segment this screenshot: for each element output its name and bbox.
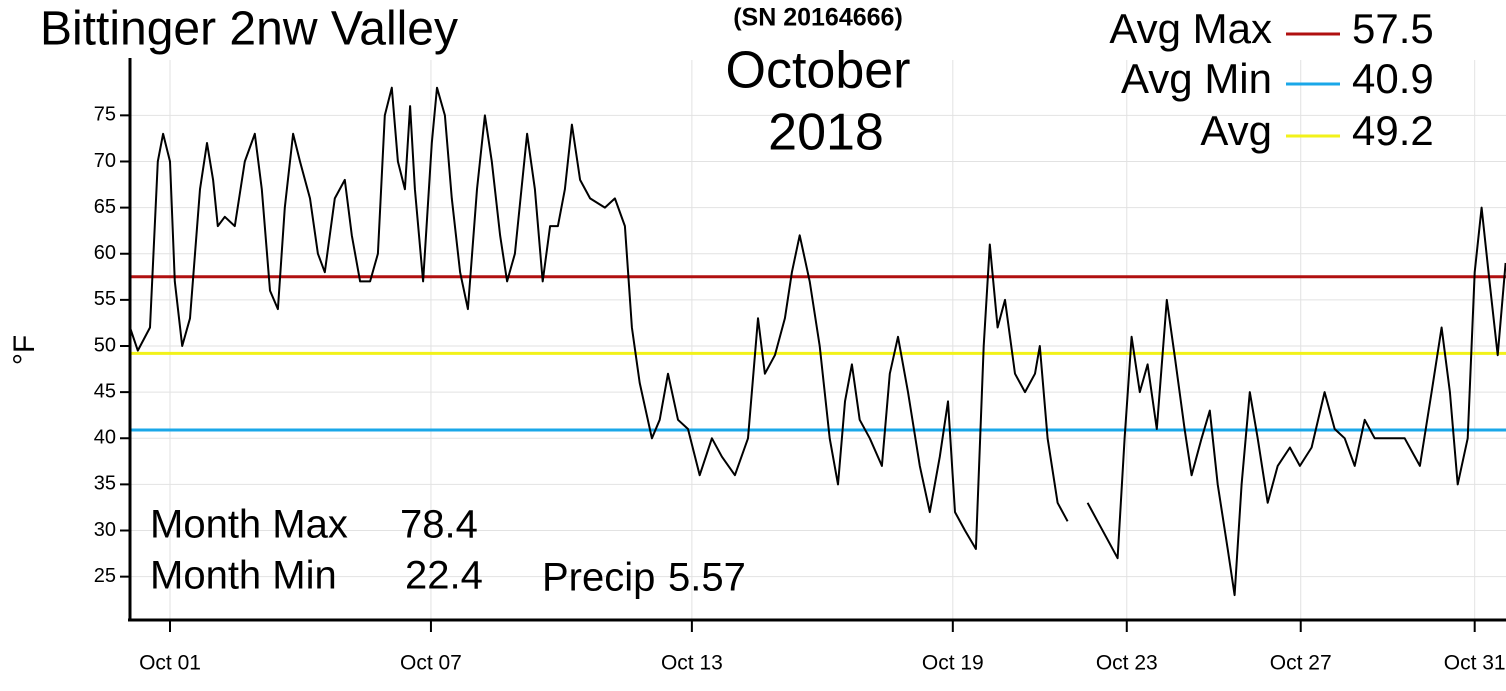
x-tick-label: Oct 01 (139, 652, 201, 675)
x-tick-label: Oct 23 (1096, 652, 1158, 675)
legend-value: 57.5 (1352, 5, 1434, 52)
y-tick-label: 55 (94, 288, 116, 310)
plot (129, 86, 1506, 597)
month-label: October (726, 42, 911, 100)
legend-value: 49.2 (1352, 107, 1434, 154)
legend-label: Avg (1200, 107, 1272, 154)
x-tick-label: Oct 27 (1270, 652, 1332, 675)
chart-subtitle: (SN 20164666) (733, 4, 903, 32)
x-tick-label: Oct 13 (661, 652, 723, 675)
data-line (129, 86, 1506, 597)
x-tick-label: Oct 19 (922, 652, 984, 675)
y-tick-label: 40 (94, 427, 116, 449)
year-label: 2018 (768, 104, 884, 162)
y-tick-label: 45 (94, 380, 116, 402)
y-tick-label: 30 (94, 519, 116, 541)
grid (130, 60, 1506, 620)
legend-label: Avg Max (1109, 5, 1272, 52)
y-tick-label: 25 (94, 565, 116, 587)
stat-label: Precip (542, 556, 655, 600)
stat-value: 22.4 (405, 554, 483, 598)
legend-value: 40.9 (1352, 55, 1434, 102)
stat-label: Month Min (150, 554, 337, 598)
y-tick-label: 70 (94, 150, 116, 172)
y-tick-label: 75 (94, 104, 116, 126)
x-tick-label: Oct 07 (400, 652, 462, 675)
y-tick-label: 60 (94, 242, 116, 264)
y-axis-label: °F (8, 335, 41, 365)
stat-value: 5.57 (668, 556, 746, 600)
chart-title: Bittinger 2nw Valley (40, 3, 458, 56)
y-tick-label: 65 (94, 196, 116, 218)
x-tick-label: Oct 31 (1444, 652, 1506, 675)
stat-label: Month Max (150, 503, 348, 547)
stat-value: 78.4 (400, 503, 478, 547)
y-tick-label: 50 (94, 334, 116, 356)
legend-label: Avg Min (1121, 55, 1272, 102)
y-tick-label: 35 (94, 473, 116, 495)
labels: 25 30 35 40 45 50 55 60 65 70 75 Oct 01 Oct 07 Oct 13… (94, 5, 1506, 674)
